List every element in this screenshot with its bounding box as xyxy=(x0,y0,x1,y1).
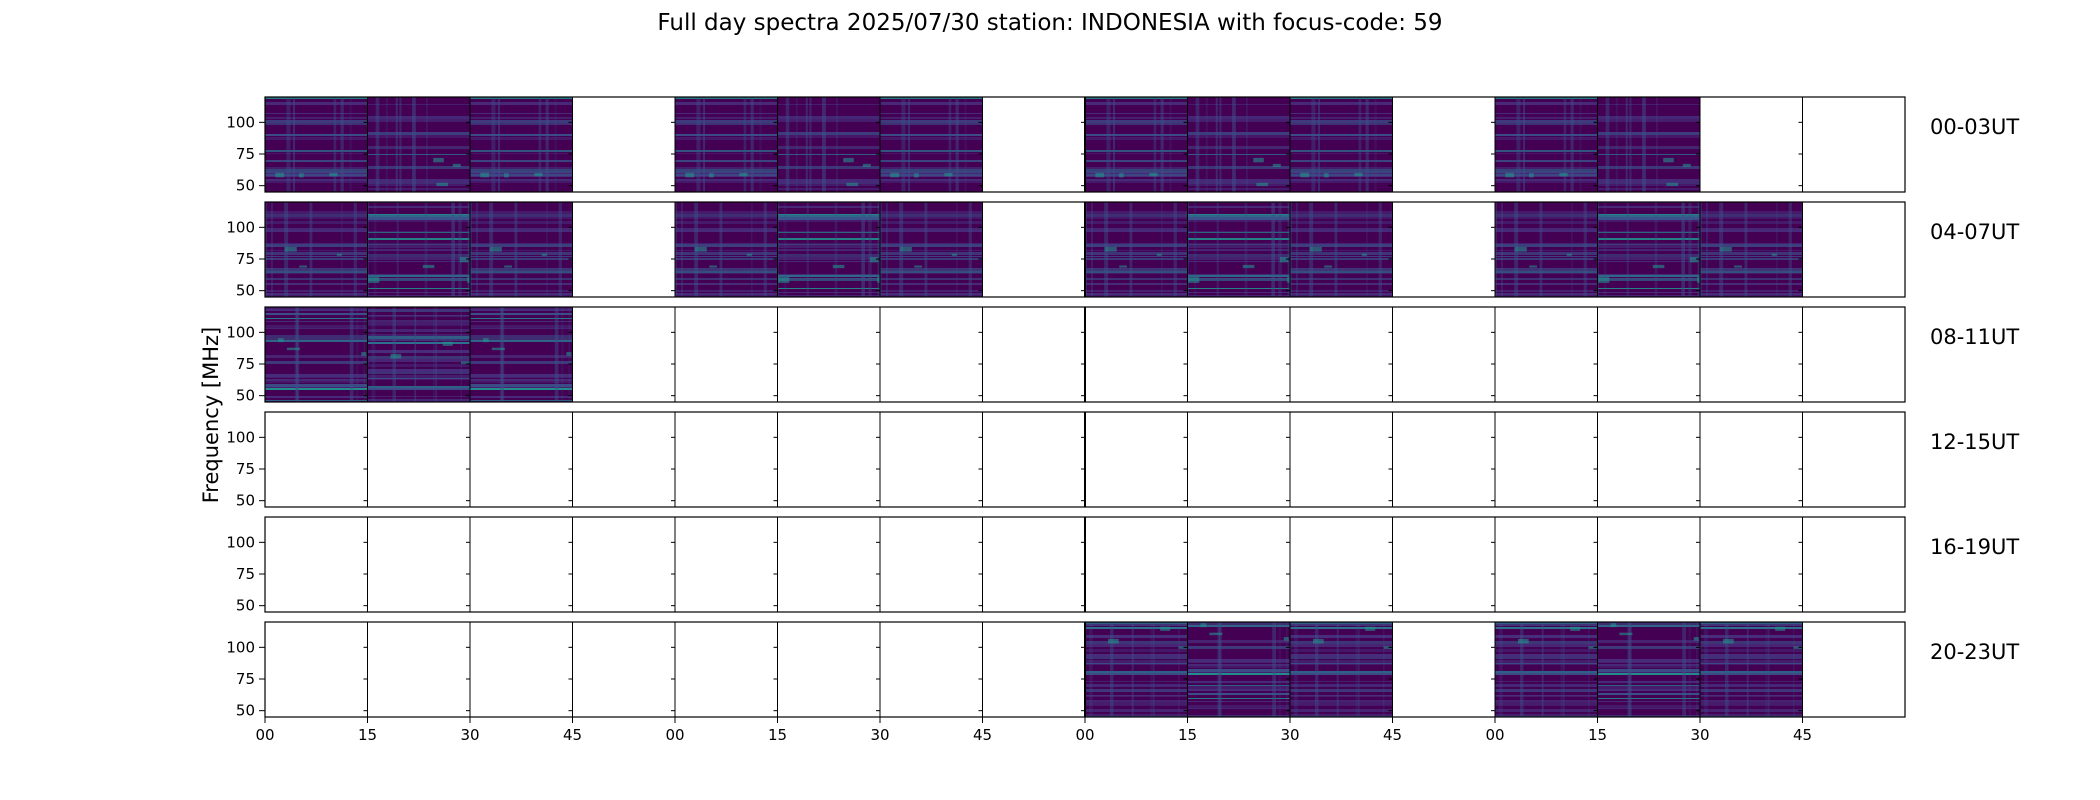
chart-title: Full day spectra 2025/07/30 station: IND… xyxy=(657,10,1443,36)
spectrum-cell-0-8 xyxy=(1085,97,1188,192)
row-label: 12-15UT xyxy=(1930,430,2019,454)
x-tick-label: 45 xyxy=(1793,726,1812,744)
spectrum-cell-0-4 xyxy=(675,97,778,192)
y-tick-label: 75 xyxy=(236,565,255,583)
x-tick-label: 30 xyxy=(1280,726,1299,744)
x-tick-label: 30 xyxy=(460,726,479,744)
spectrum-cell-1-6 xyxy=(880,202,983,297)
x-ticks-group: 00 15 30 45 00 15 30 45 00 15 30 45 00 15 30 45 xyxy=(255,717,1812,744)
spectrum-cell-0-6 xyxy=(880,97,983,192)
spectrum-cell-0-2 xyxy=(470,97,573,192)
spectrum-cell-0-5 xyxy=(777,97,880,192)
y-tick-label: 50 xyxy=(236,597,255,615)
y-tick-label: 75 xyxy=(236,460,255,478)
x-tick-label: 45 xyxy=(1383,726,1402,744)
spectrum-cell-5-8 xyxy=(1085,622,1188,717)
panel-row-1: 50 75 100 04-07UT xyxy=(226,201,2019,300)
y-tick-label: 75 xyxy=(236,145,255,163)
y-tick-label: 100 xyxy=(226,533,255,551)
y-tick-label: 75 xyxy=(236,670,255,688)
x-tick-label: 30 xyxy=(870,726,889,744)
spectrum-cell-1-14 xyxy=(1700,202,1803,297)
y-tick-label: 75 xyxy=(236,355,255,373)
row-label: 08-11UT xyxy=(1930,325,2019,349)
x-tick-label: 15 xyxy=(1178,726,1197,744)
row-label: 00-03UT xyxy=(1930,115,2019,139)
y-tick-label: 75 xyxy=(236,250,255,268)
spectrum-cell-0-9 xyxy=(1187,97,1290,192)
x-tick-label: 45 xyxy=(973,726,992,744)
spectrum-cell-5-14 xyxy=(1700,622,1803,717)
spectrum-cell-5-12 xyxy=(1495,622,1598,717)
spectrum-cell-5-9 xyxy=(1187,622,1290,717)
panel-row-2: 50 75 100 08-11UT xyxy=(226,306,2019,405)
row-label: 20-23UT xyxy=(1930,640,2019,664)
y-tick-label: 100 xyxy=(226,218,255,236)
spectrum-cell-1-12 xyxy=(1495,202,1598,297)
y-tick-label: 50 xyxy=(236,177,255,195)
row-label: 16-19UT xyxy=(1930,535,2019,559)
spectrum-cell-1-10 xyxy=(1290,202,1393,297)
spectrum-cell-1-8 xyxy=(1085,202,1188,297)
y-tick-label: 50 xyxy=(236,492,255,510)
y-tick-label: 100 xyxy=(226,638,255,656)
x-tick-label: 15 xyxy=(358,726,377,744)
spectrum-cell-0-0 xyxy=(265,97,368,192)
y-tick-label: 100 xyxy=(226,113,255,131)
spectrum-cell-2-1 xyxy=(367,307,470,402)
row-label: 04-07UT xyxy=(1930,220,2019,244)
spectrum-cell-2-0 xyxy=(265,307,368,402)
x-tick-label: 45 xyxy=(563,726,582,744)
spectrum-cell-1-9 xyxy=(1187,202,1290,297)
x-tick-label: 00 xyxy=(665,726,684,744)
x-tick-label: 00 xyxy=(255,726,274,744)
spectrum-cell-1-4 xyxy=(675,202,778,297)
y-tick-label: 50 xyxy=(236,282,255,300)
y-tick-label: 50 xyxy=(236,702,255,720)
panel-row-0: 50 75 100 00-03UT xyxy=(226,96,2019,195)
x-tick-label: 30 xyxy=(1690,726,1709,744)
y-tick-label: 100 xyxy=(226,323,255,341)
x-tick-label: 15 xyxy=(1588,726,1607,744)
spectrum-cell-0-12 xyxy=(1495,97,1598,192)
spectrum-cell-0-1 xyxy=(367,97,470,192)
spectrum-cell-2-2 xyxy=(470,307,573,402)
spectrum-cell-1-2 xyxy=(470,202,573,297)
spectrum-cell-1-0 xyxy=(265,202,368,297)
spectrum-cell-0-10 xyxy=(1290,97,1393,192)
spectrum-cell-1-13 xyxy=(1597,202,1700,297)
y-tick-label: 100 xyxy=(226,428,255,446)
x-tick-label: 15 xyxy=(768,726,787,744)
x-tick-label: 00 xyxy=(1485,726,1504,744)
panel-row-3: 50 75 100 12-15UT xyxy=(226,411,2019,510)
x-tick-label: 00 xyxy=(1075,726,1094,744)
spectrum-cell-5-13 xyxy=(1597,622,1700,717)
panel-row-5: 50 75 100 20-23UT xyxy=(226,621,2019,720)
spectrum-cell-0-13 xyxy=(1597,97,1700,192)
spectrum-cell-1-5 xyxy=(777,202,880,297)
y-tick-label: 50 xyxy=(236,387,255,405)
spectrum-cell-5-10 xyxy=(1290,622,1393,717)
spectrum-cell-1-1 xyxy=(367,202,470,297)
panels-group: 50 75 100 00-03UT 50 75 100 04-07UT 50 75 100 08-11… xyxy=(226,96,2019,720)
panel-row-4: 50 75 100 16-19UT xyxy=(226,516,2019,615)
